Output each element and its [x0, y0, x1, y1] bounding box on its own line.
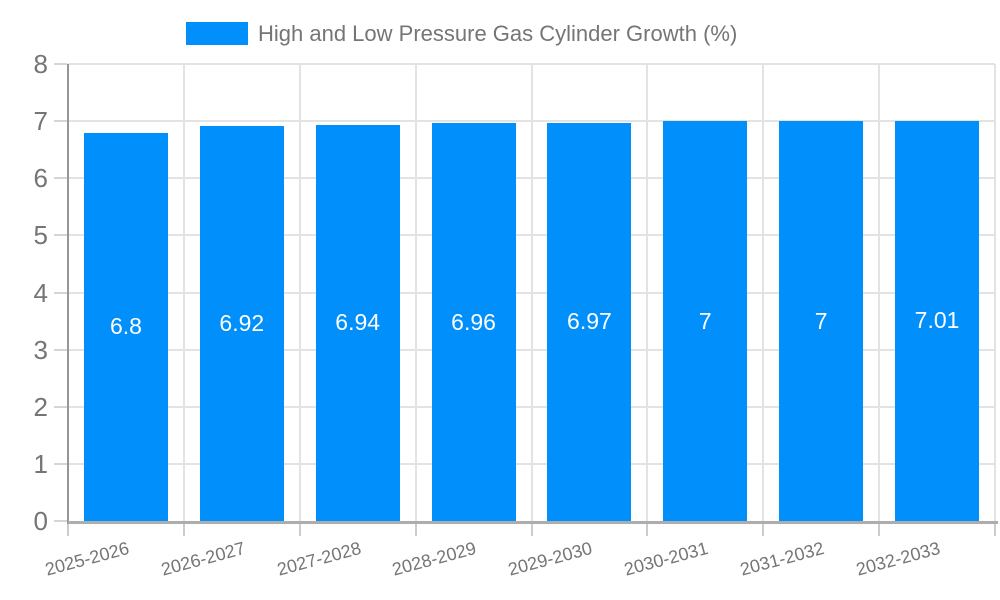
y-axis-tick [54, 234, 67, 237]
bar-value-label: 6.8 [109, 313, 142, 340]
x-tick-label: 2032-2033 [853, 538, 943, 580]
bar-value-label: 7 [698, 307, 712, 334]
y-axis-tick [54, 520, 67, 522]
x-tick-label: 2031-2032 [738, 538, 827, 580]
y-tick-label: 1 [33, 448, 48, 479]
bar[interactable]: 6.8 [83, 132, 168, 521]
x-gridline [994, 64, 996, 521]
x-axis-tick [646, 524, 649, 536]
bar[interactable]: 6.92 [199, 125, 284, 521]
x-tick-label: 2025-2026 [42, 538, 132, 580]
bar[interactable]: 6.96 [431, 123, 516, 521]
y-tick-label: 5 [33, 220, 48, 251]
x-axis-tick [530, 524, 533, 536]
y-tick-label: 7 [33, 106, 48, 137]
legend-marker [186, 22, 248, 45]
bar-value-label: 6.92 [219, 309, 265, 336]
y-axis-tick [54, 63, 67, 65]
y-tick-label: 8 [33, 49, 48, 79]
x-axis-tick [182, 524, 185, 536]
bar[interactable]: 7 [663, 121, 748, 521]
legend-label: High and Low Pressure Gas Cylinder Growt… [258, 21, 738, 46]
bar[interactable]: 6.94 [315, 124, 400, 521]
x-tick-label: 2027-2028 [274, 538, 363, 580]
y-tick-label: 4 [33, 277, 48, 308]
x-axis-tick [762, 524, 765, 536]
bar[interactable]: 7 [779, 121, 864, 521]
legend-item[interactable]: High and Low Pressure Gas Cylinder Growt… [186, 20, 737, 47]
x-axis-tick [67, 524, 69, 536]
bar-value-label: 7.01 [914, 307, 960, 334]
y-gridline [68, 120, 995, 123]
x-tick-label: 2026-2027 [158, 538, 247, 580]
bar-value-label: 6.97 [567, 308, 612, 335]
y-axis-tick [54, 405, 67, 408]
bar[interactable]: 6.97 [547, 122, 632, 521]
y-gridline [68, 348, 995, 351]
y-axis-tick [54, 348, 67, 351]
y-axis-tick [54, 462, 67, 465]
x-axis-tick [298, 524, 301, 536]
y-gridline [68, 234, 995, 237]
x-tick-label: 2030-2031 [622, 538, 711, 580]
y-axis-line [67, 64, 69, 535]
y-gridline [68, 405, 995, 408]
x-axis-tick [994, 524, 996, 536]
y-tick-label: 3 [33, 334, 48, 365]
bar[interactable]: 7.01 [895, 120, 980, 521]
y-gridline [68, 462, 995, 465]
x-axis-tick [878, 524, 881, 536]
y-tick-label: 6 [33, 163, 48, 194]
y-gridline [68, 63, 995, 65]
y-axis-tick [54, 291, 67, 294]
y-axis-tick [54, 177, 67, 180]
x-axis-line [68, 521, 998, 524]
y-gridline [68, 291, 995, 294]
x-axis-tick [414, 524, 417, 536]
x-tick-label: 2028-2029 [390, 538, 479, 580]
y-gridline [68, 177, 995, 180]
y-tick-label: 0 [33, 506, 48, 536]
bar-value-label: 6.96 [451, 308, 496, 335]
y-axis-tick [54, 120, 67, 123]
y-tick-label: 2 [33, 391, 48, 422]
x-tick-label: 2029-2030 [506, 538, 595, 580]
bar-value-label: 6.94 [335, 309, 381, 336]
bar-value-label: 7 [814, 307, 828, 334]
